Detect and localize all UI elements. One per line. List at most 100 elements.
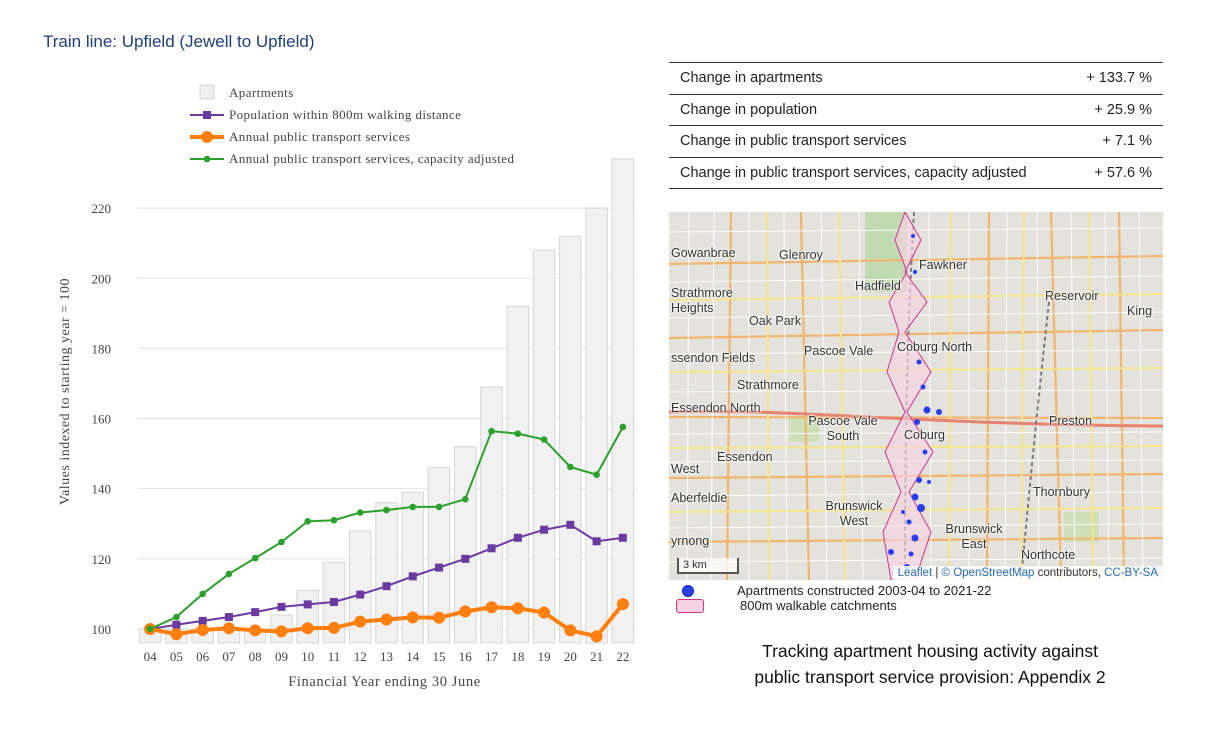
y-tick-label: 180 (92, 341, 112, 356)
osm-attribution: © OpenStreetMap (941, 567, 1035, 579)
series-marker (619, 423, 627, 431)
series-marker (511, 602, 524, 615)
map-legend-apartments: Apartments constructed 2003-04 to 2021-2… (737, 583, 992, 598)
series-marker (409, 503, 417, 511)
series-marker (330, 516, 338, 524)
stats-row: Change in public transport services, cap… (669, 156, 1163, 189)
series-marker (198, 616, 207, 625)
map-label: Brunswick East (945, 522, 1003, 551)
stats-row: Change in population + 25.9 % (669, 93, 1163, 126)
x-tick-label: 15 (433, 649, 446, 664)
bar-apartments (480, 386, 503, 644)
map-label: Pascoe Vale (804, 344, 874, 358)
series-marker (383, 506, 390, 514)
bar-apartments (401, 491, 425, 644)
series-marker (327, 621, 340, 634)
map-label: Coburg North (897, 340, 973, 354)
series-marker (304, 518, 312, 525)
series-marker (356, 590, 365, 599)
series-marker (540, 525, 549, 534)
series-marker (172, 620, 181, 629)
bar-apartments (348, 530, 372, 644)
map-label: Reservoir (1045, 289, 1099, 303)
bar-apartments (506, 305, 530, 644)
series-marker (146, 625, 154, 633)
stats-label: Change in public transport services, cap… (669, 156, 1069, 189)
catchment-map[interactable]: Gowanbrae Glenroy Fawkner Hadfield Reser… (669, 212, 1163, 580)
series-marker (196, 624, 209, 637)
stats-label: Change in public transport services (669, 125, 1069, 157)
series-marker (592, 537, 601, 546)
series-marker (278, 538, 285, 546)
bar-apartments (611, 158, 635, 644)
legend-marker (201, 131, 213, 143)
x-axis-label: Financial Year ending 30 June (288, 674, 481, 690)
caption-line: Tracking apartment housing activity agai… (762, 641, 1098, 661)
series-marker (488, 427, 495, 435)
map-label: Coburg (904, 428, 945, 442)
series-marker (406, 611, 419, 624)
series-marker (356, 509, 364, 516)
bar-apartments (375, 502, 398, 644)
x-tick-label: 21 (590, 649, 603, 664)
license-link[interactable]: CC-BY-SA (1104, 567, 1158, 579)
catchment-polygon-icon (676, 598, 704, 613)
x-tick-label: 16 (459, 649, 473, 664)
series-marker (251, 554, 259, 562)
y-tick-label: 140 (92, 482, 112, 497)
bar-apartments (585, 207, 608, 644)
series-marker (461, 554, 470, 563)
map-label: yrnong (671, 534, 710, 548)
y-tick-label: 120 (92, 552, 112, 567)
series-marker (459, 605, 472, 618)
bar-apartments (454, 446, 477, 644)
stats-value: + 7.1 % (1068, 125, 1163, 157)
series-marker (590, 630, 603, 643)
series-marker (564, 624, 577, 637)
series-marker (173, 613, 180, 621)
series-marker (514, 430, 522, 437)
map-legend-catchments: 800m walkable catchments (740, 598, 897, 613)
y-axis-label: Values indexed to starting year = 100 (58, 278, 73, 505)
series-marker (593, 471, 600, 478)
map-label: Preston (1049, 414, 1093, 428)
series-marker (222, 622, 235, 635)
map-label: Thornbury (1033, 485, 1090, 499)
legend-label: Annual public transport services (229, 129, 410, 144)
series-marker (170, 628, 183, 641)
series-marker (435, 563, 444, 572)
map-label: Oak Park (749, 314, 802, 328)
x-tick-label: 19 (538, 649, 551, 664)
series-marker (538, 606, 551, 619)
x-tick-label: 17 (485, 649, 499, 664)
x-tick-label: 12 (354, 649, 367, 664)
stats-row: Change in apartments + 133.7 % (669, 62, 1163, 94)
series-marker (616, 598, 629, 611)
leaflet-link[interactable]: Leaflet (897, 567, 933, 579)
map-attribution: Leaflet | © OpenStreetMap contributors, … (892, 566, 1163, 580)
x-tick-label: 09 (275, 649, 288, 664)
x-tick-label: 20 (564, 649, 577, 664)
series-marker (618, 533, 627, 542)
series-marker (408, 572, 417, 581)
series-marker (303, 600, 312, 609)
map-label: Pascoe Vale South (808, 414, 878, 443)
y-tick-label: 200 (92, 271, 112, 286)
x-tick-label: 14 (406, 649, 420, 664)
legend-label: Population within 800m walking distance (229, 107, 461, 122)
x-tick-label: 04 (144, 649, 158, 664)
map-tiles (669, 212, 1163, 580)
bar-apartments (559, 235, 582, 644)
series-marker (382, 582, 391, 591)
page-title: Train line: Upfield (Jewell to Upfield) (43, 32, 315, 51)
series-marker (433, 611, 446, 624)
map-label: King (1127, 304, 1153, 318)
map-label: ssendon Fields (671, 351, 756, 365)
series-marker (435, 503, 443, 511)
x-tick-label: 05 (170, 649, 183, 664)
y-tick-label: 160 (92, 412, 112, 427)
series-marker (225, 570, 233, 578)
bar-apartments (427, 467, 451, 644)
series-marker (277, 602, 286, 611)
caption: Tracking apartment housing activity agai… (680, 638, 1180, 690)
